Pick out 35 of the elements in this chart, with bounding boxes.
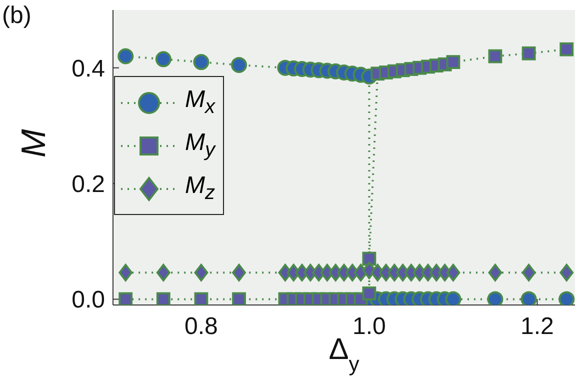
point [232, 292, 246, 305]
point [560, 264, 574, 282]
point [560, 42, 574, 56]
text: (b) [2, 2, 32, 30]
x-tick-label: 0.8 [184, 313, 218, 340]
point [446, 264, 460, 282]
point [445, 291, 462, 305]
point [232, 264, 246, 282]
point [488, 49, 502, 64]
point [193, 54, 210, 70]
point [156, 292, 170, 305]
legend-label: M$_{y}$ [185, 129, 215, 162]
y-tick-label: 0.0 [72, 286, 105, 314]
y-tick-label: 0.4 [72, 55, 105, 82]
point [520, 291, 537, 305]
point [155, 51, 172, 68]
point [522, 264, 536, 282]
y-tick-label: 0.2 [72, 171, 105, 198]
point [156, 264, 170, 282]
point [362, 286, 376, 300]
point [522, 46, 536, 60]
x-tick-label: 1.2 [520, 313, 554, 340]
legend-label: M$_{z}$ [185, 172, 215, 205]
legend-label: M$_{x}$ [185, 86, 215, 119]
y-axis-title: M [15, 128, 54, 158]
point [558, 291, 575, 305]
point [194, 292, 208, 305]
point [487, 291, 504, 305]
point [118, 264, 133, 282]
point [194, 264, 208, 282]
point [118, 48, 134, 64]
point [488, 264, 502, 282]
point [231, 56, 247, 73]
point [446, 55, 460, 70]
point [118, 292, 133, 305]
